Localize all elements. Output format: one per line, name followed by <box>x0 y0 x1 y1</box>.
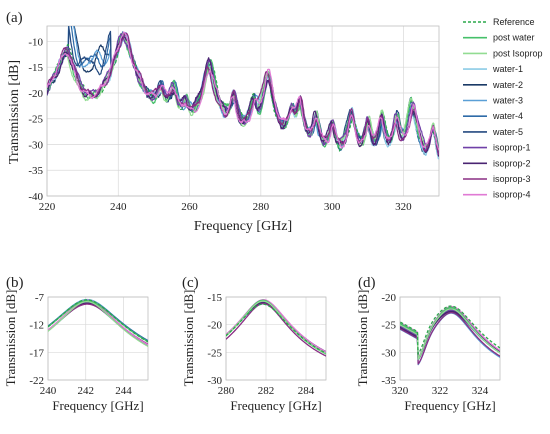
y-tick-label: -30 <box>207 375 222 387</box>
x-tick-label: 282 <box>258 385 275 397</box>
series-group <box>48 298 148 348</box>
y-tick-label: -22 <box>29 375 44 387</box>
legend-item: post water <box>463 33 535 43</box>
y-axis-label: Transmission [dB] <box>7 60 22 164</box>
x-tick-label: 322 <box>432 385 449 397</box>
series-line-reference <box>48 299 148 343</box>
legend-item: Reference <box>463 17 535 27</box>
legend-label: isoprop-3 <box>493 174 531 184</box>
series-line-water-5 <box>48 300 148 347</box>
legend-item: isoprop-1 <box>463 143 531 153</box>
x-tick-label: 284 <box>298 385 315 397</box>
legend-item: isoprop-4 <box>463 190 531 200</box>
x-tick-label: 320 <box>392 385 409 397</box>
legend-label: water-4 <box>492 111 523 121</box>
panel-c: 280 282 284 -15 -20 -25 -30 Frequency [GHz] Tran… <box>181 275 327 413</box>
y-tick-label: -17 <box>29 347 44 359</box>
legend-label: isoprop-4 <box>493 190 531 200</box>
series-line-water-1 <box>48 301 148 347</box>
x-tick-label: 220 <box>39 201 56 213</box>
series-line-water-2 <box>48 302 148 347</box>
plot-frame <box>399 296 501 381</box>
y-tick-label: -20 <box>381 292 396 304</box>
legend-label: water-2 <box>492 80 523 90</box>
x-tick-label: 240 <box>40 385 57 397</box>
legend-label: isoprop-2 <box>493 158 531 168</box>
legend-label: Reference <box>493 17 535 27</box>
series-group <box>226 299 326 357</box>
x-axis-label: Frequency [GHz] <box>230 398 321 413</box>
panel-label: (a) <box>6 10 23 26</box>
panel-d: 320 322 324 -20 -25 -30 -35 Frequency [GHz] Tran… <box>355 275 501 413</box>
legend-label: water-1 <box>492 64 523 74</box>
panel-a: 220 240 260 280 300 320 -10 -15 -20 -25 -30 -35 -40 F… <box>6 10 440 234</box>
x-tick-label: 300 <box>324 201 341 213</box>
x-tick-label: 324 <box>472 385 489 397</box>
series-group <box>400 305 500 366</box>
x-tick-label: 244 <box>115 385 132 397</box>
series-line-isoprop-3 <box>400 311 500 365</box>
legend-item: water-3 <box>463 96 523 106</box>
series-line-water-5 <box>47 26 439 149</box>
y-tick-label: -30 <box>28 139 43 151</box>
y-tick-label: -35 <box>28 165 43 177</box>
legend-item: isoprop-2 <box>463 158 531 168</box>
y-tick-label: -12 <box>29 320 44 332</box>
plot-frame <box>46 25 440 197</box>
series-line-isoprop-4 <box>226 299 326 353</box>
legend-label: post water <box>493 33 535 43</box>
legend-label: post Isoprop <box>493 48 543 58</box>
legend-label: water-5 <box>492 127 523 137</box>
series-line-isoprop-3 <box>48 303 148 345</box>
panel-label: (c) <box>182 275 199 291</box>
series-line-post-isoprop <box>48 301 148 348</box>
legend-item: water-5 <box>463 127 523 137</box>
x-tick-label: 320 <box>395 201 412 213</box>
y-tick-label: -25 <box>381 320 396 332</box>
x-axis-label: Frequency [GHz] <box>404 398 495 413</box>
legend-item: water-4 <box>463 111 523 121</box>
legend-label: isoprop-1 <box>493 143 531 153</box>
series-line-isoprop-3 <box>226 302 326 357</box>
x-tick-label: 260 <box>181 201 198 213</box>
series-line-post-isoprop <box>400 308 500 360</box>
y-tick-label: -15 <box>28 62 43 74</box>
y-tick-label: -15 <box>207 292 222 304</box>
series-group <box>47 26 439 160</box>
panel-label: (b) <box>6 275 24 291</box>
x-axis-label: Frequency [GHz] <box>194 219 292 234</box>
x-tick-label: 240 <box>110 201 127 213</box>
x-axis-label: Frequency [GHz] <box>52 398 143 413</box>
y-tick-label: -40 <box>28 191 43 203</box>
plot-frame <box>47 296 149 381</box>
panel-b: 240 242 244 -7 -12 -17 -22 Frequency [GHz] Trans… <box>3 275 149 413</box>
y-axis-label: Transmission [dB] <box>355 290 370 387</box>
legend-item: post Isoprop <box>463 48 543 58</box>
panel-label: (d) <box>358 275 376 291</box>
y-tick-label: -10 <box>28 36 43 48</box>
y-axis-label: Transmission [dB] <box>181 290 196 387</box>
y-tick-label: -7 <box>35 292 45 304</box>
y-tick-label: -20 <box>207 320 222 332</box>
legend-label: water-3 <box>492 96 523 106</box>
y-tick-label: -25 <box>207 347 222 359</box>
y-tick-label: -20 <box>28 88 43 100</box>
y-tick-label: -25 <box>28 114 43 126</box>
legend-item: isoprop-3 <box>463 174 531 184</box>
legend-item: water-1 <box>463 64 523 74</box>
x-tick-label: 280 <box>253 201 270 213</box>
legend-item: water-2 <box>463 80 523 90</box>
series-line-reference <box>400 305 500 355</box>
series-line-isoprop-4 <box>47 31 439 151</box>
y-axis-label: Transmission [dB] <box>3 290 18 387</box>
x-tick-label: 242 <box>77 385 94 397</box>
series-line-isoprop-2 <box>47 36 439 157</box>
legend: Reference post water post Isoprop water-1 wa… <box>463 17 543 200</box>
y-tick-label: -30 <box>381 347 396 359</box>
series-line-post-water <box>226 299 326 355</box>
x-tick-label: 280 <box>218 385 235 397</box>
y-tick-label: -35 <box>381 375 396 387</box>
